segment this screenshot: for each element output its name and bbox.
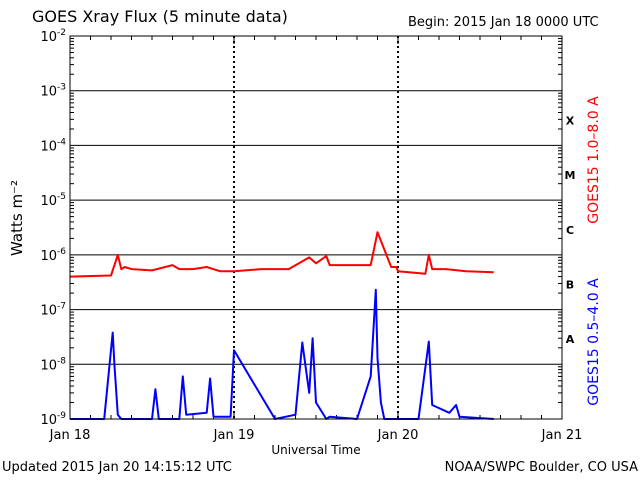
chart-title: GOES Xray Flux (5 minute data) <box>32 7 288 26</box>
day-divider-lines <box>233 36 399 419</box>
x-axis-tick-labels: Jan 18 Jan 19 Jan 20 Jan 21 <box>49 428 583 443</box>
y-tick-label: 10-5 <box>40 192 66 209</box>
y-tick-label: 10-2 <box>40 28 66 45</box>
y-tick-label: 10-9 <box>40 411 66 428</box>
flare-class-X: X <box>566 114 575 127</box>
x-tick-label: Jan 21 <box>541 428 583 443</box>
x-tick-label: Jan 18 <box>49 428 91 443</box>
x-tick-label: Jan 19 <box>213 428 255 443</box>
flare-class-A: A <box>566 333 575 346</box>
x-axis-title: Universal Time <box>271 443 360 457</box>
y-tick-label: 10-6 <box>40 247 66 264</box>
updated-timestamp: Updated 2015 Jan 20 14:15:12 UTC <box>2 460 232 475</box>
plot-area-frame <box>69 35 563 420</box>
y-tick-label: 10-3 <box>40 83 66 100</box>
y-tick-label: 10-4 <box>40 137 66 154</box>
flare-class-labels: X M C B A <box>565 114 576 346</box>
y-axis-tick-labels: 10-2 10-3 10-4 10-5 10-6 10-7 10-8 10-9 <box>40 28 66 428</box>
grid-lines <box>70 90 562 365</box>
series-line-long-wave <box>69 231 494 278</box>
series-legend: GOES15 1.0–8.0 A GOES15 0.5–4.0 A <box>586 96 602 406</box>
flare-class-M: M <box>565 169 576 182</box>
series-lines <box>69 231 494 420</box>
y-tick-label: 10-7 <box>40 302 66 319</box>
flare-class-B: B <box>566 278 574 291</box>
axis-ticks <box>69 36 563 419</box>
y-tick-label: 10-8 <box>40 356 66 373</box>
legend-label: GOES15 1.0–8.0 A <box>586 96 602 224</box>
begin-time-label: Begin: 2015 Jan 18 0000 UTC <box>408 15 599 30</box>
legend-label: GOES15 0.5–4.0 A <box>586 278 602 406</box>
flare-class-C: C <box>566 224 574 237</box>
y-axis-title: Watts m⁻² <box>8 180 26 256</box>
x-tick-label: Jan 20 <box>377 428 419 443</box>
credit-label: NOAA/SWPC Boulder, CO USA <box>444 460 638 475</box>
